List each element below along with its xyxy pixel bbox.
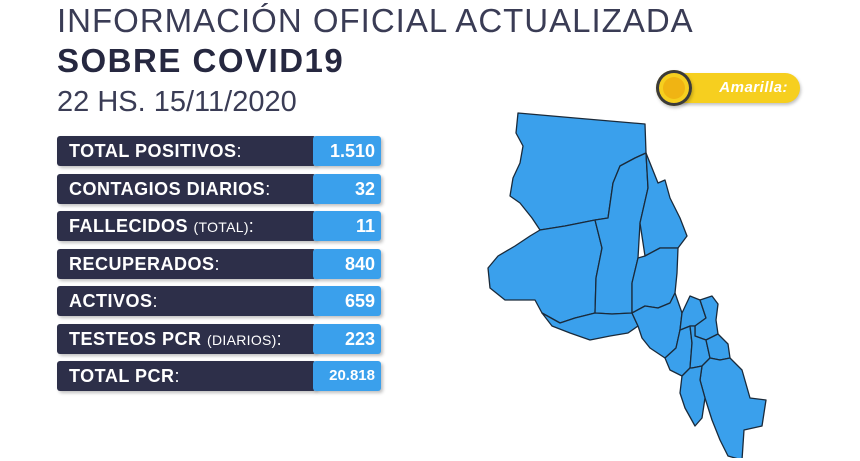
stat-value: 20.818 — [313, 361, 381, 391]
title-line-1: INFORMACIÓN OFICIAL ACTUALIZADA — [57, 2, 694, 39]
stat-value: 659 — [313, 286, 381, 316]
status-label: Amarilla: — [719, 79, 788, 96]
report-date: 22 HS. 15/11/2020 — [57, 86, 297, 118]
stat-label: RECUPERADOS: — [57, 248, 316, 279]
stat-qualifier: (DIARIOS) — [207, 331, 277, 348]
stat-label: TOTAL POSITIVOS: — [57, 136, 316, 166]
title-line-2: SOBRE COVID19 — [57, 42, 345, 79]
stat-value: 1.510 — [313, 136, 381, 166]
stat-value: 11 — [313, 211, 381, 241]
stat-value: 840 — [313, 248, 381, 279]
province-map-icon — [487, 112, 767, 458]
stat-value: 223 — [313, 323, 381, 354]
status-indicator-icon — [656, 70, 692, 106]
stat-label: TESTEOS PCR (DIARIOS): — [57, 323, 316, 354]
stat-qualifier: (TOTAL) — [193, 219, 249, 235]
stat-label: ACTIVOS: — [57, 286, 316, 316]
stat-value: 32 — [313, 173, 381, 204]
stat-label: TOTAL PCR: — [57, 361, 316, 391]
status-badge: Amarilla: — [656, 70, 800, 106]
stat-label: CONTAGIOS DIARIOS: — [57, 173, 316, 204]
stat-label: FALLECIDOS (TOTAL): — [57, 211, 316, 241]
